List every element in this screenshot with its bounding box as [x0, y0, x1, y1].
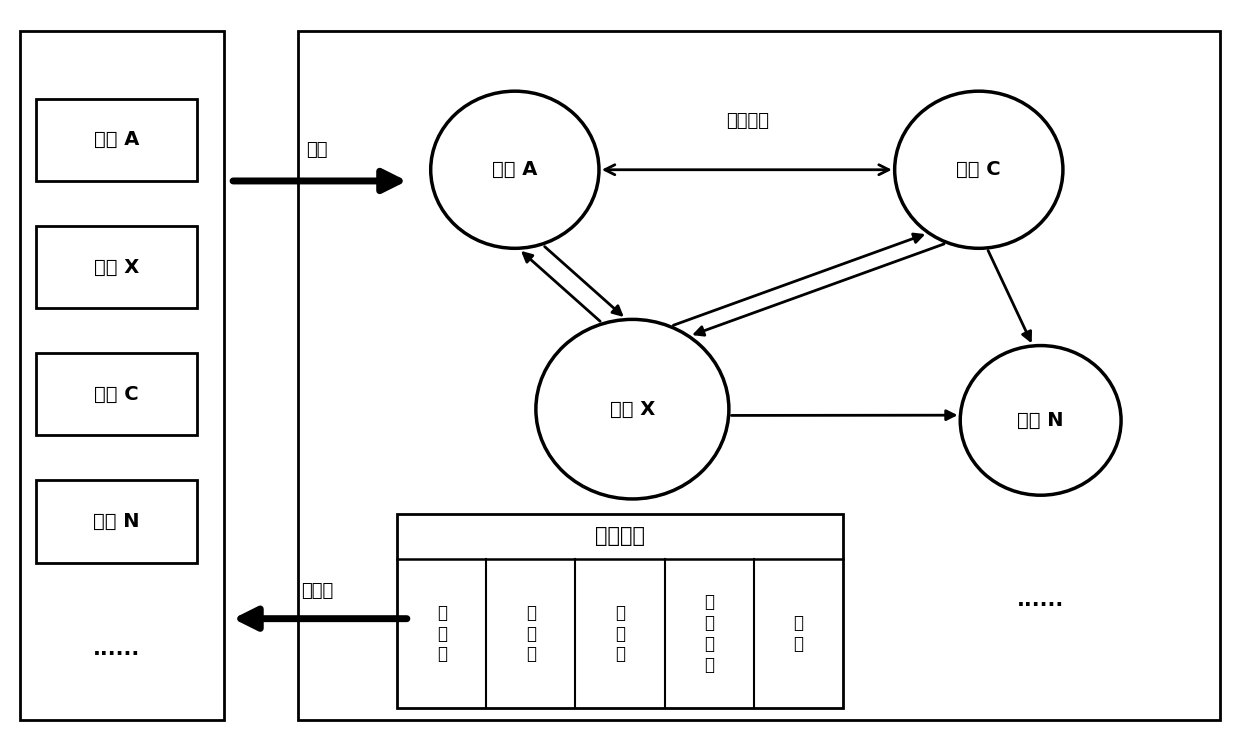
Text: 节点 N: 节点 N	[1017, 411, 1064, 430]
Text: 设备 C: 设备 C	[94, 385, 139, 404]
Text: 查
错: 查 错	[794, 614, 804, 653]
Ellipse shape	[536, 319, 729, 499]
Ellipse shape	[960, 345, 1121, 495]
Text: 设备 N: 设备 N	[93, 512, 140, 531]
Text: 收
敛
性: 收 敛 性	[436, 604, 446, 663]
Text: 设备 X: 设备 X	[94, 258, 139, 276]
Text: 数学模型: 数学模型	[595, 526, 645, 547]
Ellipse shape	[430, 91, 599, 249]
Text: 精
度
可
调: 精 度 可 调	[704, 593, 714, 674]
Text: 可视化: 可视化	[301, 582, 334, 600]
FancyBboxPatch shape	[36, 226, 197, 308]
FancyBboxPatch shape	[36, 480, 197, 562]
Text: 容
错
性: 容 错 性	[615, 604, 625, 663]
Text: 连
续
性: 连 续 性	[526, 604, 536, 663]
FancyBboxPatch shape	[397, 514, 843, 708]
Text: 设备 A: 设备 A	[94, 131, 139, 149]
Text: ......: ......	[93, 638, 140, 659]
Text: ......: ......	[1017, 590, 1064, 610]
Ellipse shape	[895, 91, 1063, 249]
Text: 抽象: 抽象	[306, 140, 327, 158]
Text: 节点 X: 节点 X	[610, 400, 655, 418]
FancyBboxPatch shape	[20, 32, 224, 719]
Text: 节点 C: 节点 C	[956, 160, 1001, 179]
FancyBboxPatch shape	[299, 32, 1220, 719]
FancyBboxPatch shape	[36, 98, 197, 181]
Text: 节点 A: 节点 A	[492, 160, 537, 179]
FancyBboxPatch shape	[36, 353, 197, 436]
Text: 双向管道: 双向管道	[725, 112, 769, 130]
